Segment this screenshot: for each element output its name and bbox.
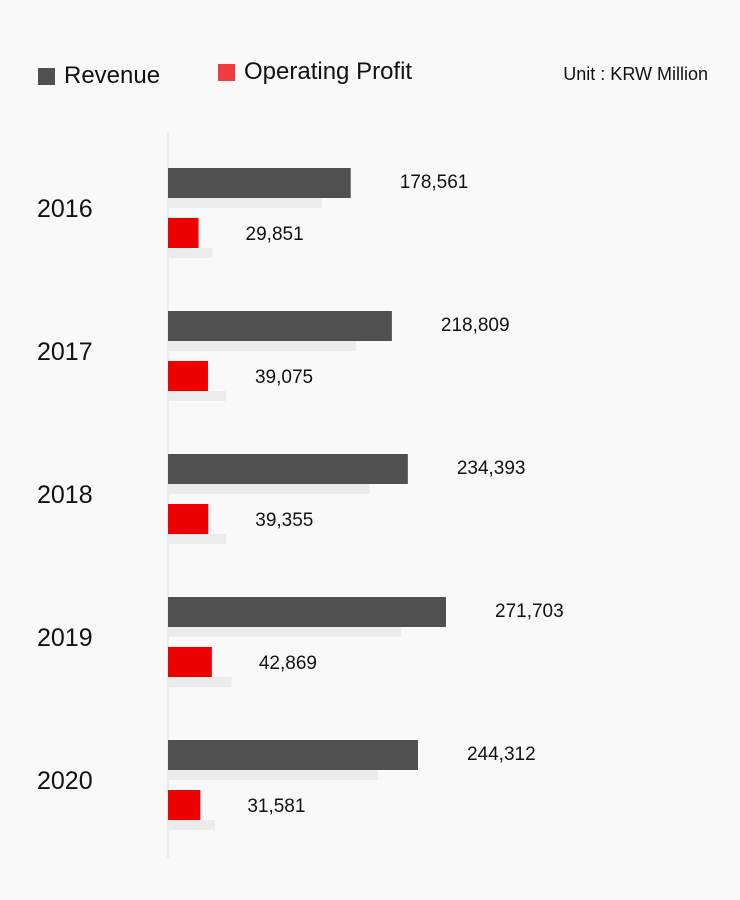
data-label-operating-profit-2017: 39,075	[255, 367, 313, 388]
legend-swatch-operating-profit	[218, 63, 235, 81]
bar-revenue-2017	[168, 311, 392, 341]
bar-revenue-2019	[168, 597, 446, 627]
data-label-operating-profit-2016: 29,851	[246, 224, 304, 245]
data-label-revenue-2019: 271,703	[495, 601, 564, 622]
legend-item-operating-profit: Operating Profit	[218, 58, 412, 86]
bar-shadow-revenue	[168, 770, 378, 780]
unit-note: Unit : KRW Million	[563, 64, 708, 84]
data-label-operating-profit-2020: 31,581	[247, 796, 305, 817]
legend-label-operating-profit: Operating Profit	[244, 58, 413, 85]
legend-item-revenue: Revenue	[38, 62, 160, 90]
category-label-2020: 2020	[37, 767, 93, 795]
bar-shadow-operating-profit	[168, 534, 227, 544]
bar-operating-profit-2019	[168, 647, 212, 677]
bar-operating-profit-2020	[168, 790, 201, 820]
bar-operating-profit-2016	[168, 218, 199, 248]
bar-shadow-revenue	[168, 198, 322, 208]
data-label-revenue-2018: 234,393	[457, 458, 526, 479]
category-label-2017: 2017	[37, 338, 93, 366]
category-label-2016: 2016	[37, 195, 93, 223]
data-label-revenue-2016: 178,561	[400, 172, 469, 193]
bar-shadow-revenue	[168, 341, 357, 351]
data-label-operating-profit-2018: 39,355	[255, 510, 313, 531]
category-label-2018: 2018	[37, 481, 93, 509]
bar-shadow-operating-profit	[168, 677, 232, 687]
data-label-revenue-2020: 244,312	[467, 744, 536, 765]
bar-shadow-operating-profit	[168, 820, 215, 830]
bar-shadow-revenue	[168, 484, 370, 494]
legend-swatch-revenue	[38, 67, 55, 85]
bar-revenue-2016	[168, 168, 351, 198]
bar-revenue-2018	[168, 454, 408, 484]
legend-label-revenue: Revenue	[64, 62, 161, 89]
bar-operating-profit-2017	[168, 361, 208, 391]
bar-shadow-operating-profit	[168, 248, 213, 258]
bar-shadow-operating-profit	[168, 391, 226, 401]
bar-operating-profit-2018	[168, 504, 209, 534]
bar-shadow-revenue	[168, 627, 402, 637]
category-label-2019: 2019	[37, 624, 93, 652]
data-label-operating-profit-2019: 42,869	[259, 653, 317, 674]
bar-revenue-2020	[168, 740, 418, 770]
chart-legend: Revenue Operating Profit	[38, 58, 708, 94]
data-label-revenue-2017: 218,809	[441, 315, 510, 336]
